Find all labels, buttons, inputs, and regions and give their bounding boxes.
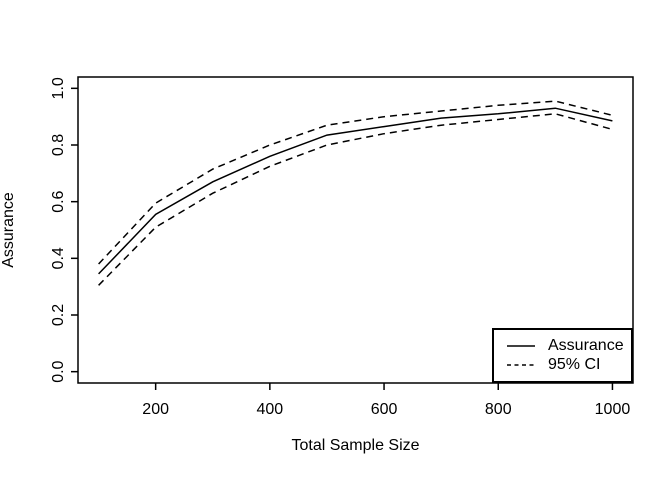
x-axis-title: Total Sample Size <box>291 437 420 454</box>
y-tick-label: 0.8 <box>50 134 67 156</box>
dashed-line-swatch <box>507 364 535 366</box>
x-tick-label: 1000 <box>595 401 631 418</box>
y-tick-label: 1.0 <box>50 77 67 99</box>
y-tick-label: 0.2 <box>50 304 67 326</box>
x-tick-label: 800 <box>485 401 512 418</box>
series-95-ci-lower <box>98 113 613 286</box>
legend-label-95ci: 95% CI <box>548 356 601 373</box>
solid-line-swatch <box>507 345 535 347</box>
series-assurance <box>98 107 613 275</box>
legend-box: Assurance 95% CI <box>492 328 633 383</box>
x-tick-label: 400 <box>257 401 284 418</box>
series-95-ci-upper <box>98 100 613 265</box>
plot-box <box>77 76 634 384</box>
y-tick-label: 0.0 <box>50 360 67 382</box>
y-tick-label: 0.4 <box>50 247 67 269</box>
x-tick-label: 600 <box>371 401 398 418</box>
legend-label-assurance: Assurance <box>548 337 624 354</box>
y-axis-title: Assurance <box>0 192 17 268</box>
x-tick-label: 200 <box>142 401 169 418</box>
y-tick-label: 0.6 <box>50 190 67 212</box>
legend-item-assurance: Assurance <box>507 337 631 356</box>
legend-item-95ci: 95% CI <box>507 356 631 375</box>
